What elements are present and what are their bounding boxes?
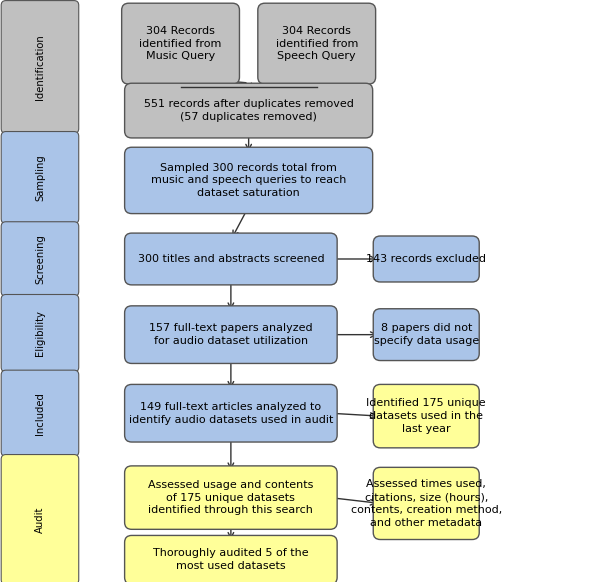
FancyBboxPatch shape [122, 3, 239, 84]
Text: 8 papers did not
specify data usage: 8 papers did not specify data usage [374, 323, 479, 346]
FancyBboxPatch shape [1, 455, 79, 582]
Text: 300 titles and abstracts screened: 300 titles and abstracts screened [137, 254, 324, 264]
FancyBboxPatch shape [1, 132, 79, 223]
FancyBboxPatch shape [373, 236, 479, 282]
Text: Eligibility: Eligibility [35, 310, 45, 356]
FancyBboxPatch shape [1, 222, 79, 296]
FancyBboxPatch shape [1, 294, 79, 372]
Text: Identification: Identification [35, 34, 45, 100]
FancyBboxPatch shape [125, 466, 337, 530]
Text: Screening: Screening [35, 234, 45, 284]
Text: 551 records after duplicates removed
(57 duplicates removed): 551 records after duplicates removed (57… [144, 99, 353, 122]
FancyBboxPatch shape [373, 467, 479, 540]
FancyBboxPatch shape [1, 370, 79, 456]
Text: 304 Records
identified from
Speech Query: 304 Records identified from Speech Query [275, 26, 358, 62]
Text: Audit: Audit [35, 506, 45, 533]
Text: Assessed usage and contents
of 175 unique datasets
identified through this searc: Assessed usage and contents of 175 uniqu… [148, 480, 314, 516]
FancyBboxPatch shape [125, 535, 337, 582]
FancyBboxPatch shape [373, 385, 479, 448]
FancyBboxPatch shape [125, 384, 337, 442]
Text: Included: Included [35, 392, 45, 435]
Text: 143 records excluded: 143 records excluded [366, 254, 486, 264]
FancyBboxPatch shape [125, 233, 337, 285]
Text: Thoroughly audited 5 of the
most used datasets: Thoroughly audited 5 of the most used da… [153, 548, 308, 572]
FancyBboxPatch shape [1, 1, 79, 133]
Text: Sampling: Sampling [35, 154, 45, 201]
Text: 149 full-text articles analyzed to
identify audio datasets used in audit: 149 full-text articles analyzed to ident… [128, 402, 333, 425]
FancyBboxPatch shape [373, 309, 479, 361]
FancyBboxPatch shape [124, 147, 373, 214]
Text: Assessed times used,
citations, size (hours),
contents, creation method,
and oth: Assessed times used, citations, size (ho… [350, 479, 502, 528]
FancyBboxPatch shape [125, 306, 337, 363]
Text: Identified 175 unique
datasets used in the
last year: Identified 175 unique datasets used in t… [366, 398, 486, 434]
Text: 157 full-text papers analyzed
for audio dataset utilization: 157 full-text papers analyzed for audio … [149, 323, 313, 346]
Text: Sampled 300 records total from
music and speech queries to reach
dataset saturat: Sampled 300 records total from music and… [151, 162, 346, 198]
FancyBboxPatch shape [258, 3, 375, 84]
FancyBboxPatch shape [124, 83, 373, 138]
Text: 304 Records
identified from
Music Query: 304 Records identified from Music Query [139, 26, 222, 62]
